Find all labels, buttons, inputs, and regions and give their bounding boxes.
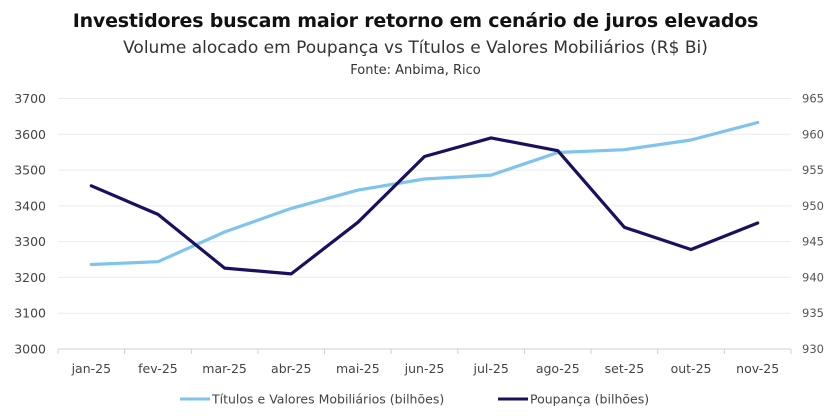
right-tick-label: 960 xyxy=(802,127,824,141)
chart-subtitle: Volume alocado em Poupança vs Títulos e … xyxy=(123,38,708,58)
titulos-series-line xyxy=(89,120,760,267)
x-tick-label: jul-25 xyxy=(472,361,508,376)
right-tick-label: 965 xyxy=(802,92,824,106)
left-tick-label: 3300 xyxy=(14,234,46,249)
x-tick-label: out-25 xyxy=(671,361,712,376)
right-tick-label: 935 xyxy=(802,306,824,320)
left-tick-label: 3100 xyxy=(14,306,46,321)
x-tick-label: jan-25 xyxy=(71,361,111,376)
x-tick-label: mar-25 xyxy=(202,361,247,376)
left-tick-label: 3600 xyxy=(14,127,46,142)
x-tick-label: fev-25 xyxy=(138,361,178,376)
gridlines xyxy=(58,98,791,314)
left-tick-label: 3200 xyxy=(14,270,46,285)
chart-source: Fonte: Anbima, Rico xyxy=(350,63,481,78)
series-lines xyxy=(89,120,760,276)
right-axis-ticks: 930 935 940 945 950 955 960 965 xyxy=(802,92,824,357)
right-tick-label: 940 xyxy=(802,270,824,284)
left-tick-label: 3400 xyxy=(14,198,46,213)
x-tick-label: set-25 xyxy=(605,361,645,376)
x-tick-label: nov-25 xyxy=(736,361,779,376)
x-tick-label: mai-25 xyxy=(336,361,380,376)
left-tick-label: 3000 xyxy=(14,342,46,357)
left-axis-ticks: 3000 3100 3200 3300 3400 3500 3600 3700 xyxy=(14,91,46,357)
right-tick-label: 955 xyxy=(802,163,824,177)
x-axis: jan-25 fev-25 mar-25 abr-25 mai-25 jun-25 jul-… xyxy=(57,348,792,376)
x-tick-label: ago-25 xyxy=(536,361,580,376)
x-tick-label: jun-25 xyxy=(404,361,445,376)
left-tick-label: 3500 xyxy=(14,163,46,178)
legend-label: Títulos e Valores Mobiliários (bilhões) xyxy=(211,392,444,407)
left-tick-label: 3700 xyxy=(14,91,46,106)
legend-label: Poupança (bilhões) xyxy=(530,392,649,407)
legend: Títulos e Valores Mobiliários (bilhões) P… xyxy=(180,392,649,407)
right-tick-label: 945 xyxy=(802,235,824,249)
chart-title: Investidores buscam maior retorno em cen… xyxy=(72,10,759,32)
right-tick-label: 930 xyxy=(802,342,824,356)
poupanca-series-line xyxy=(89,136,760,276)
right-tick-label: 950 xyxy=(802,199,824,213)
x-tick-label: abr-25 xyxy=(271,361,311,376)
